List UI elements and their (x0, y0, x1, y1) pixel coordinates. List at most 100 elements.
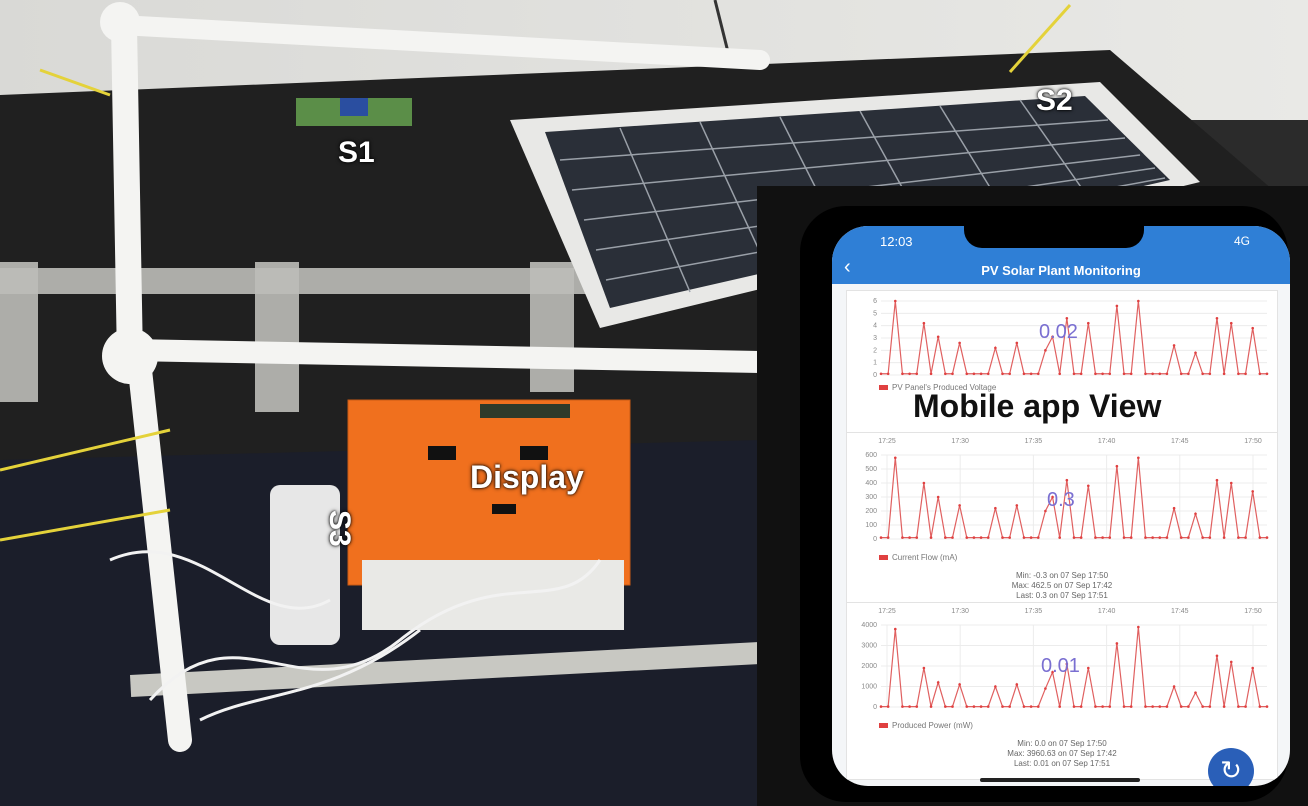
voltage-live-value: 0.02 (1039, 321, 1078, 343)
data-point (1058, 536, 1062, 539)
data-point (1137, 456, 1140, 460)
data-point (879, 372, 883, 376)
y-tick-label: 4 (873, 323, 877, 330)
stat-line: Min: 0.0 on 07 Sep 17:50 (1017, 739, 1107, 748)
data-point (965, 536, 969, 539)
data-point (1158, 372, 1162, 376)
data-point (1065, 316, 1069, 320)
y-tick-label: 600 (865, 452, 877, 459)
data-point (1244, 372, 1247, 376)
x-tick-label: 17:30 (951, 438, 969, 445)
data-point (886, 705, 890, 708)
data-point (972, 536, 976, 539)
data-point (936, 681, 940, 684)
stat-line: Last: 0.3 on 07 Sep 17:51 (1016, 591, 1108, 600)
data-point (1222, 705, 1226, 708)
data-point (986, 705, 990, 708)
data-point (944, 705, 947, 708)
data-point (893, 299, 897, 303)
data-point (1237, 705, 1240, 708)
data-point (1044, 349, 1047, 352)
y-tick-label: 3000 (861, 643, 877, 650)
data-point (1229, 481, 1233, 485)
data-point (1151, 372, 1154, 376)
voltage-legend: PV Panel's Produced Voltage (879, 383, 996, 392)
data-point (1194, 512, 1197, 516)
stat-line: Last: 0.01 on 07 Sep 17:51 (1013, 759, 1111, 768)
data-point (915, 372, 919, 376)
data-point (1101, 705, 1104, 708)
data-point (1158, 536, 1162, 539)
app-header: 12:03 4G ‹ PV Solar Plant Monitoring (832, 226, 1290, 284)
power-chart-panel: 4000 3000 2000 1000 0 17:25 17:30 17:35 17:40 17:… (846, 602, 1278, 780)
data-point (1036, 372, 1040, 376)
sensor-s3-label: S3 (323, 510, 356, 547)
data-point (1201, 536, 1204, 539)
data-point (1201, 372, 1204, 376)
data-point (908, 372, 911, 376)
data-point (1115, 642, 1119, 645)
data-point (879, 705, 883, 708)
data-point (1144, 536, 1147, 539)
power-live-value: 0.01 (1041, 655, 1080, 677)
refresh-button[interactable]: ↻ (1208, 748, 1254, 786)
legend-label: Produced Power (mW) (892, 721, 973, 730)
data-point (1122, 705, 1126, 708)
back-chevron-icon[interactable]: ‹ (844, 256, 851, 278)
data-point (1215, 478, 1219, 482)
data-point (1179, 372, 1183, 376)
x-tick-label: 17:45 (1171, 608, 1189, 615)
status-time: 12:03 (880, 234, 913, 249)
data-point (1022, 536, 1026, 539)
sensor-s1-label: S1 (338, 136, 375, 169)
pvc-frame (110, 15, 770, 70)
data-point (1194, 351, 1197, 355)
x-tick-label: 17:25 (878, 438, 896, 445)
data-point (972, 705, 976, 708)
data-point (979, 705, 983, 708)
data-point (1187, 705, 1190, 708)
data-point (994, 685, 997, 688)
data-point (1151, 536, 1154, 539)
x-tick-label: 17:40 (1098, 438, 1116, 445)
data-point (1079, 536, 1083, 539)
data-point (1201, 705, 1204, 708)
data-point (1172, 506, 1176, 510)
data-point (1094, 705, 1097, 708)
mobile-app-view-caption: Mobile app View (913, 388, 1162, 424)
data-point (1001, 705, 1004, 708)
data-point (893, 456, 897, 460)
data-point (1129, 705, 1133, 708)
data-point (1058, 705, 1062, 708)
legend-label: PV Panel's Produced Voltage (892, 383, 997, 392)
data-point (929, 372, 933, 376)
data-point (1086, 321, 1090, 325)
legend-swatch (879, 555, 888, 560)
data-point (979, 372, 983, 376)
data-point (1094, 372, 1097, 376)
y-tick-label: 1 (873, 360, 877, 367)
data-point (972, 372, 976, 376)
data-point (1172, 344, 1176, 347)
data-point (1265, 536, 1269, 539)
data-point (944, 372, 947, 376)
data-point (1237, 372, 1240, 376)
power-legend: Produced Power (mW) (879, 721, 973, 730)
data-point (1058, 372, 1062, 376)
data-point (951, 705, 954, 708)
legend-label: Current Flow (mA) (892, 553, 958, 562)
data-point (1115, 304, 1119, 308)
data-point (1008, 372, 1011, 376)
data-point (1001, 536, 1004, 539)
voltage-chart: 6 5 4 3 2 1 0 (873, 298, 1269, 379)
data-point (1015, 504, 1019, 507)
app-screen: 12:03 4G ‹ PV Solar Plant Monitoring 6 5 4… (832, 226, 1290, 786)
home-indicator (980, 778, 1140, 782)
data-point (1244, 536, 1247, 539)
x-tick-label: 17:30 (951, 608, 969, 615)
stat-line: Max: 462.5 on 07 Sep 17:42 (1011, 581, 1113, 590)
data-point (922, 666, 926, 670)
data-point (1215, 316, 1219, 320)
data-point (1101, 372, 1104, 376)
data-point (994, 346, 997, 350)
